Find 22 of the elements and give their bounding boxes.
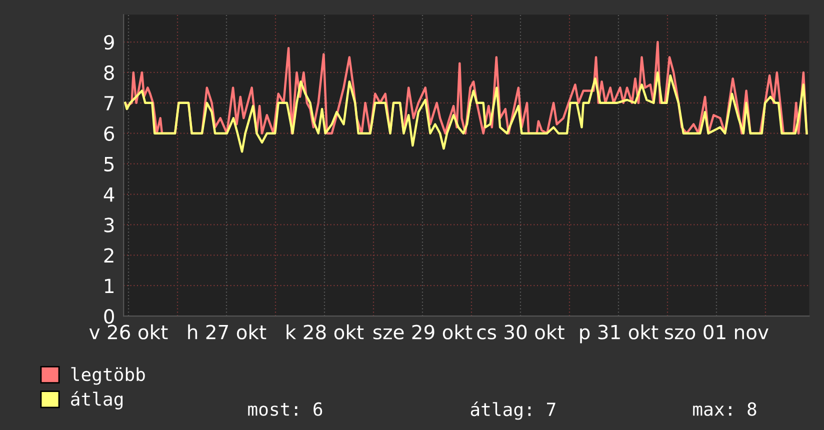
x-tick-label: k 28 okt: [286, 324, 364, 340]
text: most: 6: [248, 402, 322, 416]
y-tick-label: 8: [104, 65, 114, 80]
y-tick-label: 2: [104, 248, 114, 263]
x-tick-label: cs 30 okt: [477, 324, 564, 340]
y-tick-label: 9: [104, 34, 114, 50]
y-tick-label: 7: [104, 96, 114, 110]
y-tick-label: 3: [104, 218, 114, 232]
text: átlag: 7: [470, 401, 556, 420]
x-tick-label: p 31 okt: [580, 324, 658, 344]
y-tick-label: 5: [104, 157, 114, 172]
legend-label: legtöbb: [71, 367, 145, 385]
x-tick-label: sze 29 okt: [373, 324, 472, 340]
x-tick-label: v 26 okt: [89, 324, 168, 340]
x-tick-label: h 27 okt: [188, 324, 266, 340]
y-tick-label: 1: [105, 278, 114, 293]
y-tick-label: 6: [104, 126, 114, 142]
y-tick-label: 0: [104, 309, 114, 324]
text: max: 8: [693, 402, 756, 416]
legend-label: átlag: [71, 391, 123, 410]
x-tick-label: szo 01 nov: [665, 324, 768, 340]
y-tick-label: 4: [104, 187, 114, 202]
